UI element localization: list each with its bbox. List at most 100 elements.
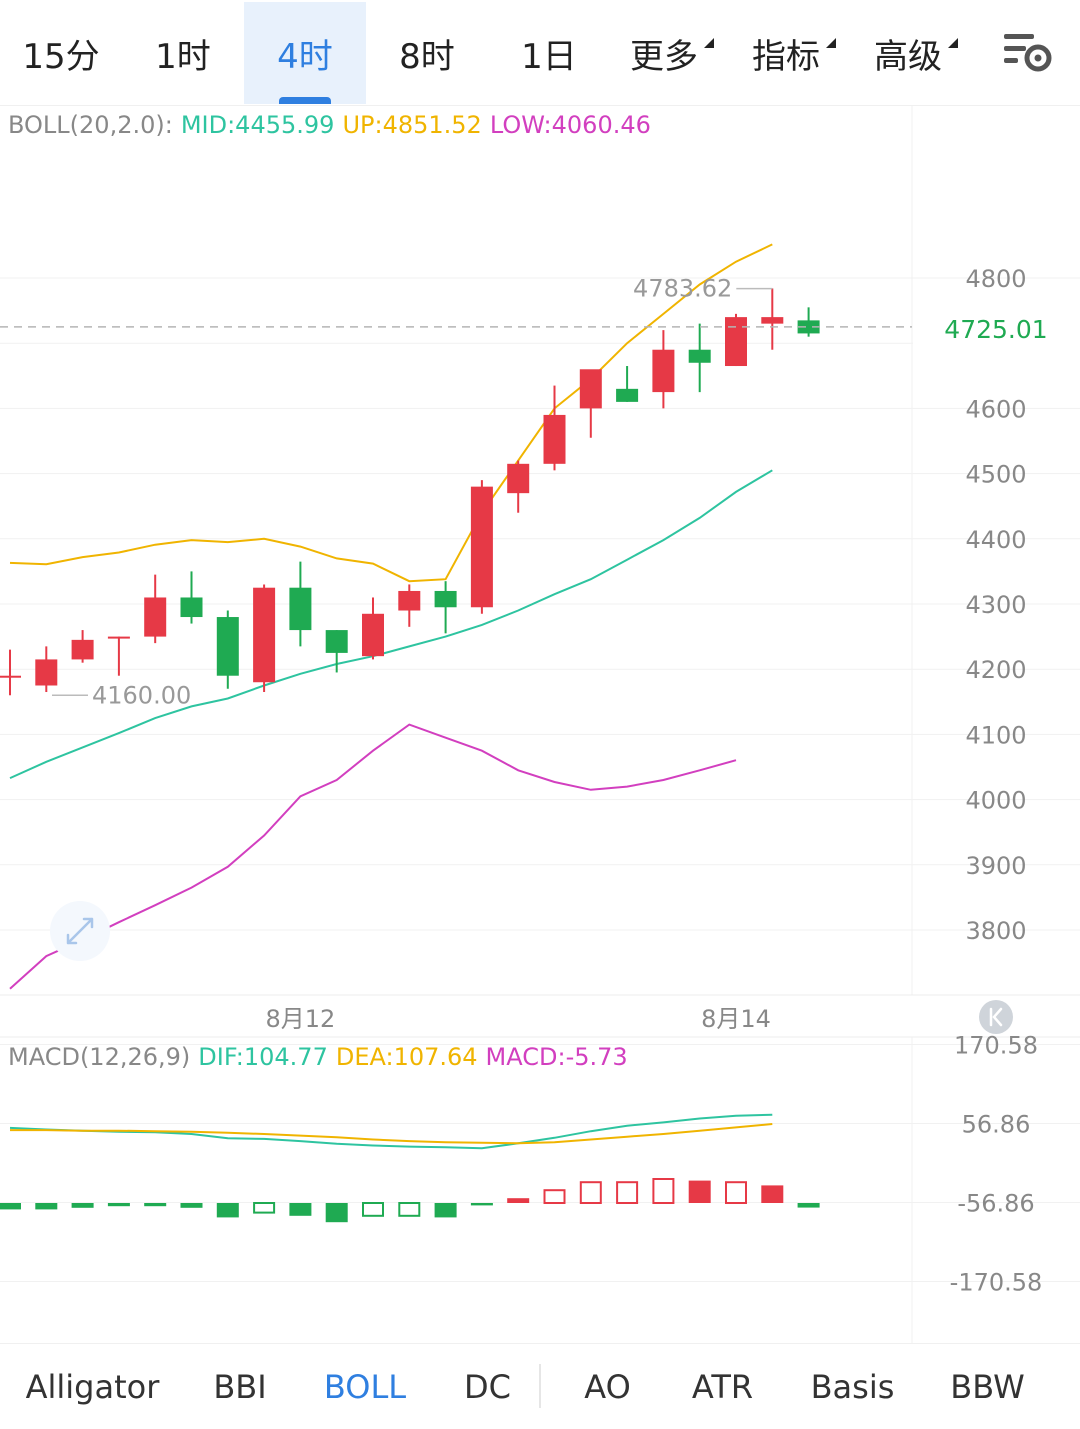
macd-bar [216, 1203, 239, 1218]
macd-bar [107, 1203, 130, 1207]
chart-settings-icon [1004, 34, 1052, 72]
tab-6[interactable]: 更多 [610, 2, 732, 104]
candle-body [362, 613, 384, 657]
dropdown-caret-icon [704, 37, 714, 48]
low-annotation-label: 4160.00 [92, 681, 191, 709]
candle-body [579, 369, 602, 409]
indicator-tab-1[interactable]: Alligator [25, 1367, 160, 1406]
boll-legend: BOLL(20,2.0): MID:4455.99 UP:4851.52 LOW:40… [8, 111, 651, 139]
y-tick-label: 4400 [965, 526, 1026, 554]
candle-body [0, 675, 21, 678]
tab-label: 4时 [277, 36, 333, 77]
y-tick-label: 4300 [965, 591, 1026, 619]
indicator-divider [539, 1364, 541, 1408]
y-tick-label: 3900 [965, 852, 1026, 880]
tab-label: 15分 [22, 36, 100, 77]
high-annotation-label: 4783.62 [633, 275, 732, 303]
main-chart-grid [0, 105, 1080, 1038]
tab-label: 更多 [630, 29, 714, 78]
time-axis: 8月12 8月14 [265, 1005, 770, 1033]
candlestick-series [0, 288, 820, 696]
dropdown-caret-icon [826, 37, 836, 48]
macd-bar [71, 1203, 94, 1208]
y-tick-label: 4000 [965, 787, 1026, 815]
indicator-tab-7[interactable]: Basis [810, 1367, 895, 1406]
macd-legend-name: MACD(12,26,9) [8, 1043, 190, 1071]
candle-body [434, 590, 457, 608]
tab-1[interactable]: 15分 [0, 2, 122, 104]
candle-body [325, 630, 348, 653]
chart-settings-button[interactable] [1000, 28, 1056, 78]
tab-label: 1时 [155, 36, 211, 77]
macd-legend-item: DEA:107.64 [336, 1043, 478, 1071]
macd-bar [0, 1203, 21, 1210]
macd-dif-line [9, 1113, 773, 1150]
indicator-tab-5[interactable]: AO [584, 1367, 631, 1406]
boll-upper-line [9, 243, 773, 583]
tab-2[interactable]: 1时 [122, 2, 244, 104]
x-tick-label: 8月12 [265, 1005, 335, 1033]
macd-y-tick-label: -56.86 [957, 1190, 1034, 1218]
candle-body [71, 639, 94, 660]
dropdown-caret-icon [948, 37, 958, 48]
macd-y-tick-label: 56.86 [962, 1110, 1031, 1138]
expand-icon [66, 917, 94, 945]
candle-body [107, 636, 130, 639]
tab-label: 指标 [752, 29, 836, 78]
indicator-tab-2[interactable]: BBI [213, 1367, 267, 1406]
candle-body [216, 617, 239, 676]
macd-bar [180, 1203, 203, 1208]
macd-bar [253, 1202, 276, 1214]
candle-body [470, 486, 493, 608]
boll-legend-item: UP:4851.52 [342, 111, 481, 139]
tab-8[interactable]: 高级 [854, 2, 976, 104]
candle-body [507, 463, 530, 494]
price-annotations: 4783.62 4160.00 [52, 275, 773, 709]
expand-chart-button[interactable] [50, 901, 110, 961]
macd-y-tick-label: 170.58 [954, 1031, 1038, 1059]
y-tick-label: 4600 [965, 395, 1026, 423]
candle-body [688, 349, 711, 363]
macd-dea-line [10, 1123, 773, 1145]
tab-label: 高级 [874, 29, 958, 78]
last-price-tag [913, 308, 1080, 345]
candle-body [180, 597, 203, 618]
boll-lower-line [9, 723, 737, 990]
boll-bands [9, 243, 773, 990]
candle-body [253, 587, 276, 683]
scroll-to-latest-button[interactable] [979, 1000, 1013, 1034]
tab-4[interactable]: 8时 [366, 2, 488, 104]
tab-3[interactable]: 4时 [244, 2, 366, 104]
tab-5[interactable]: 1日 [488, 2, 610, 104]
candle-body [797, 320, 820, 334]
macd-y-tick-label: -170.58 [950, 1269, 1043, 1297]
macd-legend-item: MACD:-5.73 [486, 1043, 628, 1071]
tab-label: 1日 [521, 36, 577, 77]
indicator-tab-6[interactable]: ATR [691, 1367, 754, 1406]
candle-body [289, 587, 312, 631]
indicator-tab-3[interactable]: BOLL [323, 1367, 407, 1406]
macd-histogram [0, 1178, 820, 1223]
macd-bar [652, 1178, 675, 1204]
macd-bar [579, 1181, 602, 1204]
skip-to-end-icon [989, 1007, 1003, 1027]
macd-bar [725, 1181, 747, 1204]
macd-bar [543, 1189, 566, 1204]
x-tick-label: 8月14 [701, 1005, 771, 1033]
price-chart[interactable]: 4725.01 4783.62 4160.00 3800 3900 4000 4100 4… [0, 105, 1080, 1343]
candle-body [616, 388, 639, 402]
macd-bar [761, 1185, 784, 1203]
indicator-tab-4[interactable]: DC [464, 1367, 511, 1406]
candle-body [35, 659, 58, 686]
active-tab-indicator [279, 97, 331, 104]
indicator-tab-8[interactable]: BBW [950, 1367, 1025, 1406]
y-tick-label: 4800 [965, 265, 1026, 293]
tab-7[interactable]: 指标 [732, 2, 854, 104]
macd-bar [362, 1202, 384, 1217]
macd-y-axis: 170.58 56.86 -56.86 -170.58 [950, 1031, 1043, 1296]
main-y-axis: 3800 3900 4000 4100 4200 4300 4400 4500 4600 4800 [965, 265, 1026, 945]
last-price-label: 4725.01 [944, 315, 1047, 344]
y-tick-label: 4500 [965, 461, 1026, 489]
macd-legend: MACD(12,26,9) DIF:104.77 DEA:107.64 MACD:-5… [8, 1043, 628, 1071]
indicator-tab-bar: Alligator BBI BOLL DC AO ATR Basis BBW [0, 1343, 1080, 1429]
